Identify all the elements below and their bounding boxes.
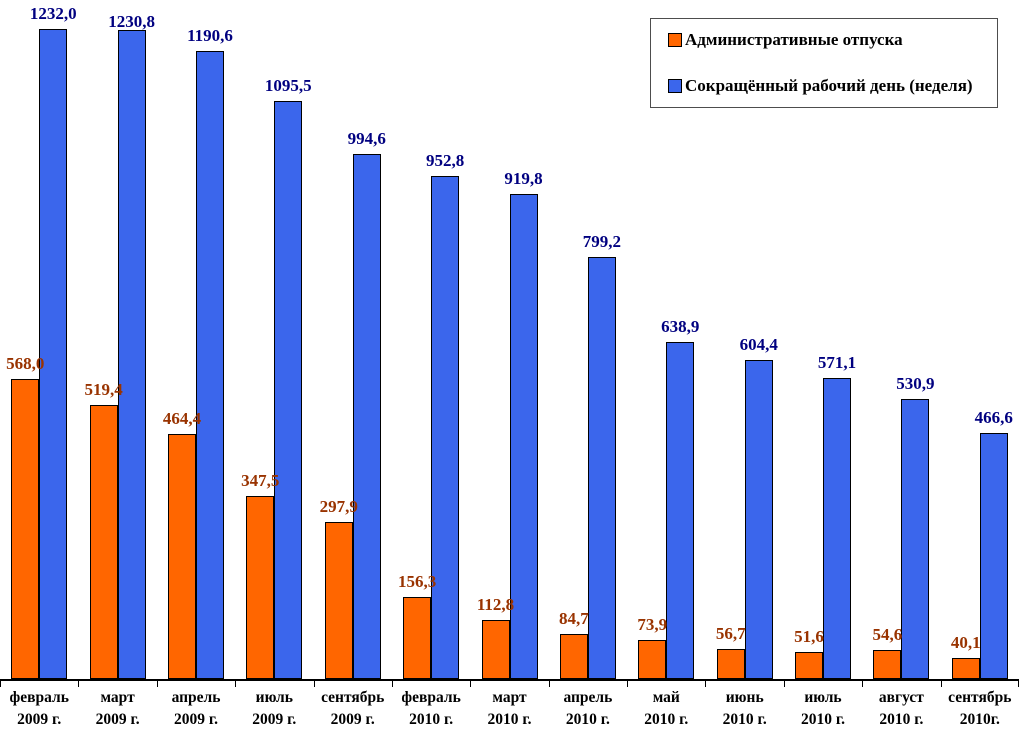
legend-label-shortened-workday: Сокращённый рабочий день (неделя) xyxy=(685,76,973,95)
value-label: 51,6 xyxy=(794,626,824,646)
bar-administrative-leave xyxy=(324,521,353,679)
bar-shortened-workday xyxy=(431,176,460,679)
category-label: апрель 2009 г. xyxy=(171,689,221,728)
bar-shortened-workday xyxy=(352,154,381,679)
axis-tick xyxy=(78,681,79,687)
value-label: 952,8 xyxy=(425,151,465,171)
value-label: 54,6 xyxy=(872,625,903,645)
category-label: сентябрь 2009 г. xyxy=(321,689,385,728)
legend-item-administrative-leave: Административные отпуска xyxy=(668,30,997,50)
bar-administrative-leave xyxy=(89,405,118,679)
bar-shortened-workday xyxy=(744,360,773,679)
axis-tick xyxy=(627,681,628,687)
value-label: 464,4 xyxy=(162,409,202,428)
category-label: март 2009 г. xyxy=(95,689,140,728)
bar-administrative-leave xyxy=(873,650,902,679)
category-label: февраль 2009 г. xyxy=(9,689,69,728)
bar-administrative-leave xyxy=(716,649,745,679)
legend: Административные отпуска Сокращённый раб… xyxy=(650,18,998,108)
category-label: август 2010 г. xyxy=(878,689,924,728)
value-label: 1095,5 xyxy=(264,76,312,95)
bar-shortened-workday xyxy=(901,398,930,679)
axis-tick xyxy=(941,681,942,687)
axis-tick xyxy=(549,681,550,687)
axis-tick xyxy=(862,681,863,687)
bar-shortened-workday xyxy=(39,29,68,679)
category-label: март 2010 г. xyxy=(487,689,532,728)
bar-shortened-workday xyxy=(274,101,303,679)
value-label: 40,1 xyxy=(950,632,981,652)
category-label: февраль 2010 г. xyxy=(401,689,461,728)
category-label: июнь 2010 г. xyxy=(722,689,767,728)
value-label: 638,9 xyxy=(661,316,700,336)
axis-tick xyxy=(784,681,785,687)
bar-administrative-leave xyxy=(481,619,510,679)
legend-label-administrative-leave: Административные отпуска xyxy=(685,30,903,49)
axis-tick xyxy=(0,681,1,687)
value-label: 1230,8 xyxy=(108,11,155,31)
value-label: 1232,0 xyxy=(29,4,77,23)
value-label: 112,8 xyxy=(476,594,515,614)
value-label: 571,1 xyxy=(817,352,857,372)
value-label: 56,7 xyxy=(715,624,746,644)
category-label: июль 2010 г. xyxy=(800,689,846,728)
axis-tick xyxy=(470,681,471,687)
shortened-workday-swatch-icon xyxy=(668,79,682,93)
axis-tick xyxy=(235,681,236,687)
axis-tick xyxy=(157,681,158,687)
x-axis-line xyxy=(0,679,1019,681)
legend-item-shortened-workday: Сокращённый рабочий день (неделя) xyxy=(668,76,997,96)
value-label: 84,7 xyxy=(559,609,589,629)
value-label: 73,9 xyxy=(637,615,668,634)
value-label: 297,9 xyxy=(319,496,358,516)
bar-administrative-leave xyxy=(951,657,980,679)
bar-administrative-leave xyxy=(795,651,823,679)
bar-shortened-workday xyxy=(117,29,146,679)
administrative-leave-swatch-icon xyxy=(668,33,682,47)
value-label: 604,4 xyxy=(739,335,778,355)
category-label: июль 2009 г. xyxy=(252,689,297,728)
value-label: 919,8 xyxy=(504,168,543,188)
value-label: 466,6 xyxy=(974,407,1013,427)
value-label: 530,9 xyxy=(896,373,935,393)
value-label: 799,2 xyxy=(582,232,622,252)
bar-administrative-leave xyxy=(559,634,588,679)
value-label: 1190,6 xyxy=(187,25,233,45)
value-label: 156,3 xyxy=(397,571,437,591)
bar-administrative-leave xyxy=(168,434,196,679)
bar-shortened-workday xyxy=(979,432,1008,679)
bar-administrative-leave xyxy=(11,379,40,679)
value-label: 568,0 xyxy=(6,354,45,374)
bar-shortened-workday xyxy=(509,193,538,679)
category-label: апрель 2010 г. xyxy=(563,689,613,728)
category-label: сентябрь 2010г. xyxy=(948,689,1012,728)
bar-administrative-leave xyxy=(638,640,667,679)
bar-shortened-workday xyxy=(666,341,695,679)
bar-shortened-workday xyxy=(587,257,616,679)
value-label: 519,4 xyxy=(84,380,123,399)
bar-administrative-leave xyxy=(246,495,275,679)
axis-tick xyxy=(314,681,315,687)
value-label: 994,6 xyxy=(347,129,386,149)
bar-shortened-workday xyxy=(823,377,851,679)
axis-tick xyxy=(705,681,706,687)
value-label: 347,5 xyxy=(241,470,280,490)
category-label: май 2010 г. xyxy=(644,689,689,728)
bar-shortened-workday xyxy=(196,50,224,679)
axis-tick xyxy=(392,681,393,687)
bar-administrative-leave xyxy=(403,596,432,679)
